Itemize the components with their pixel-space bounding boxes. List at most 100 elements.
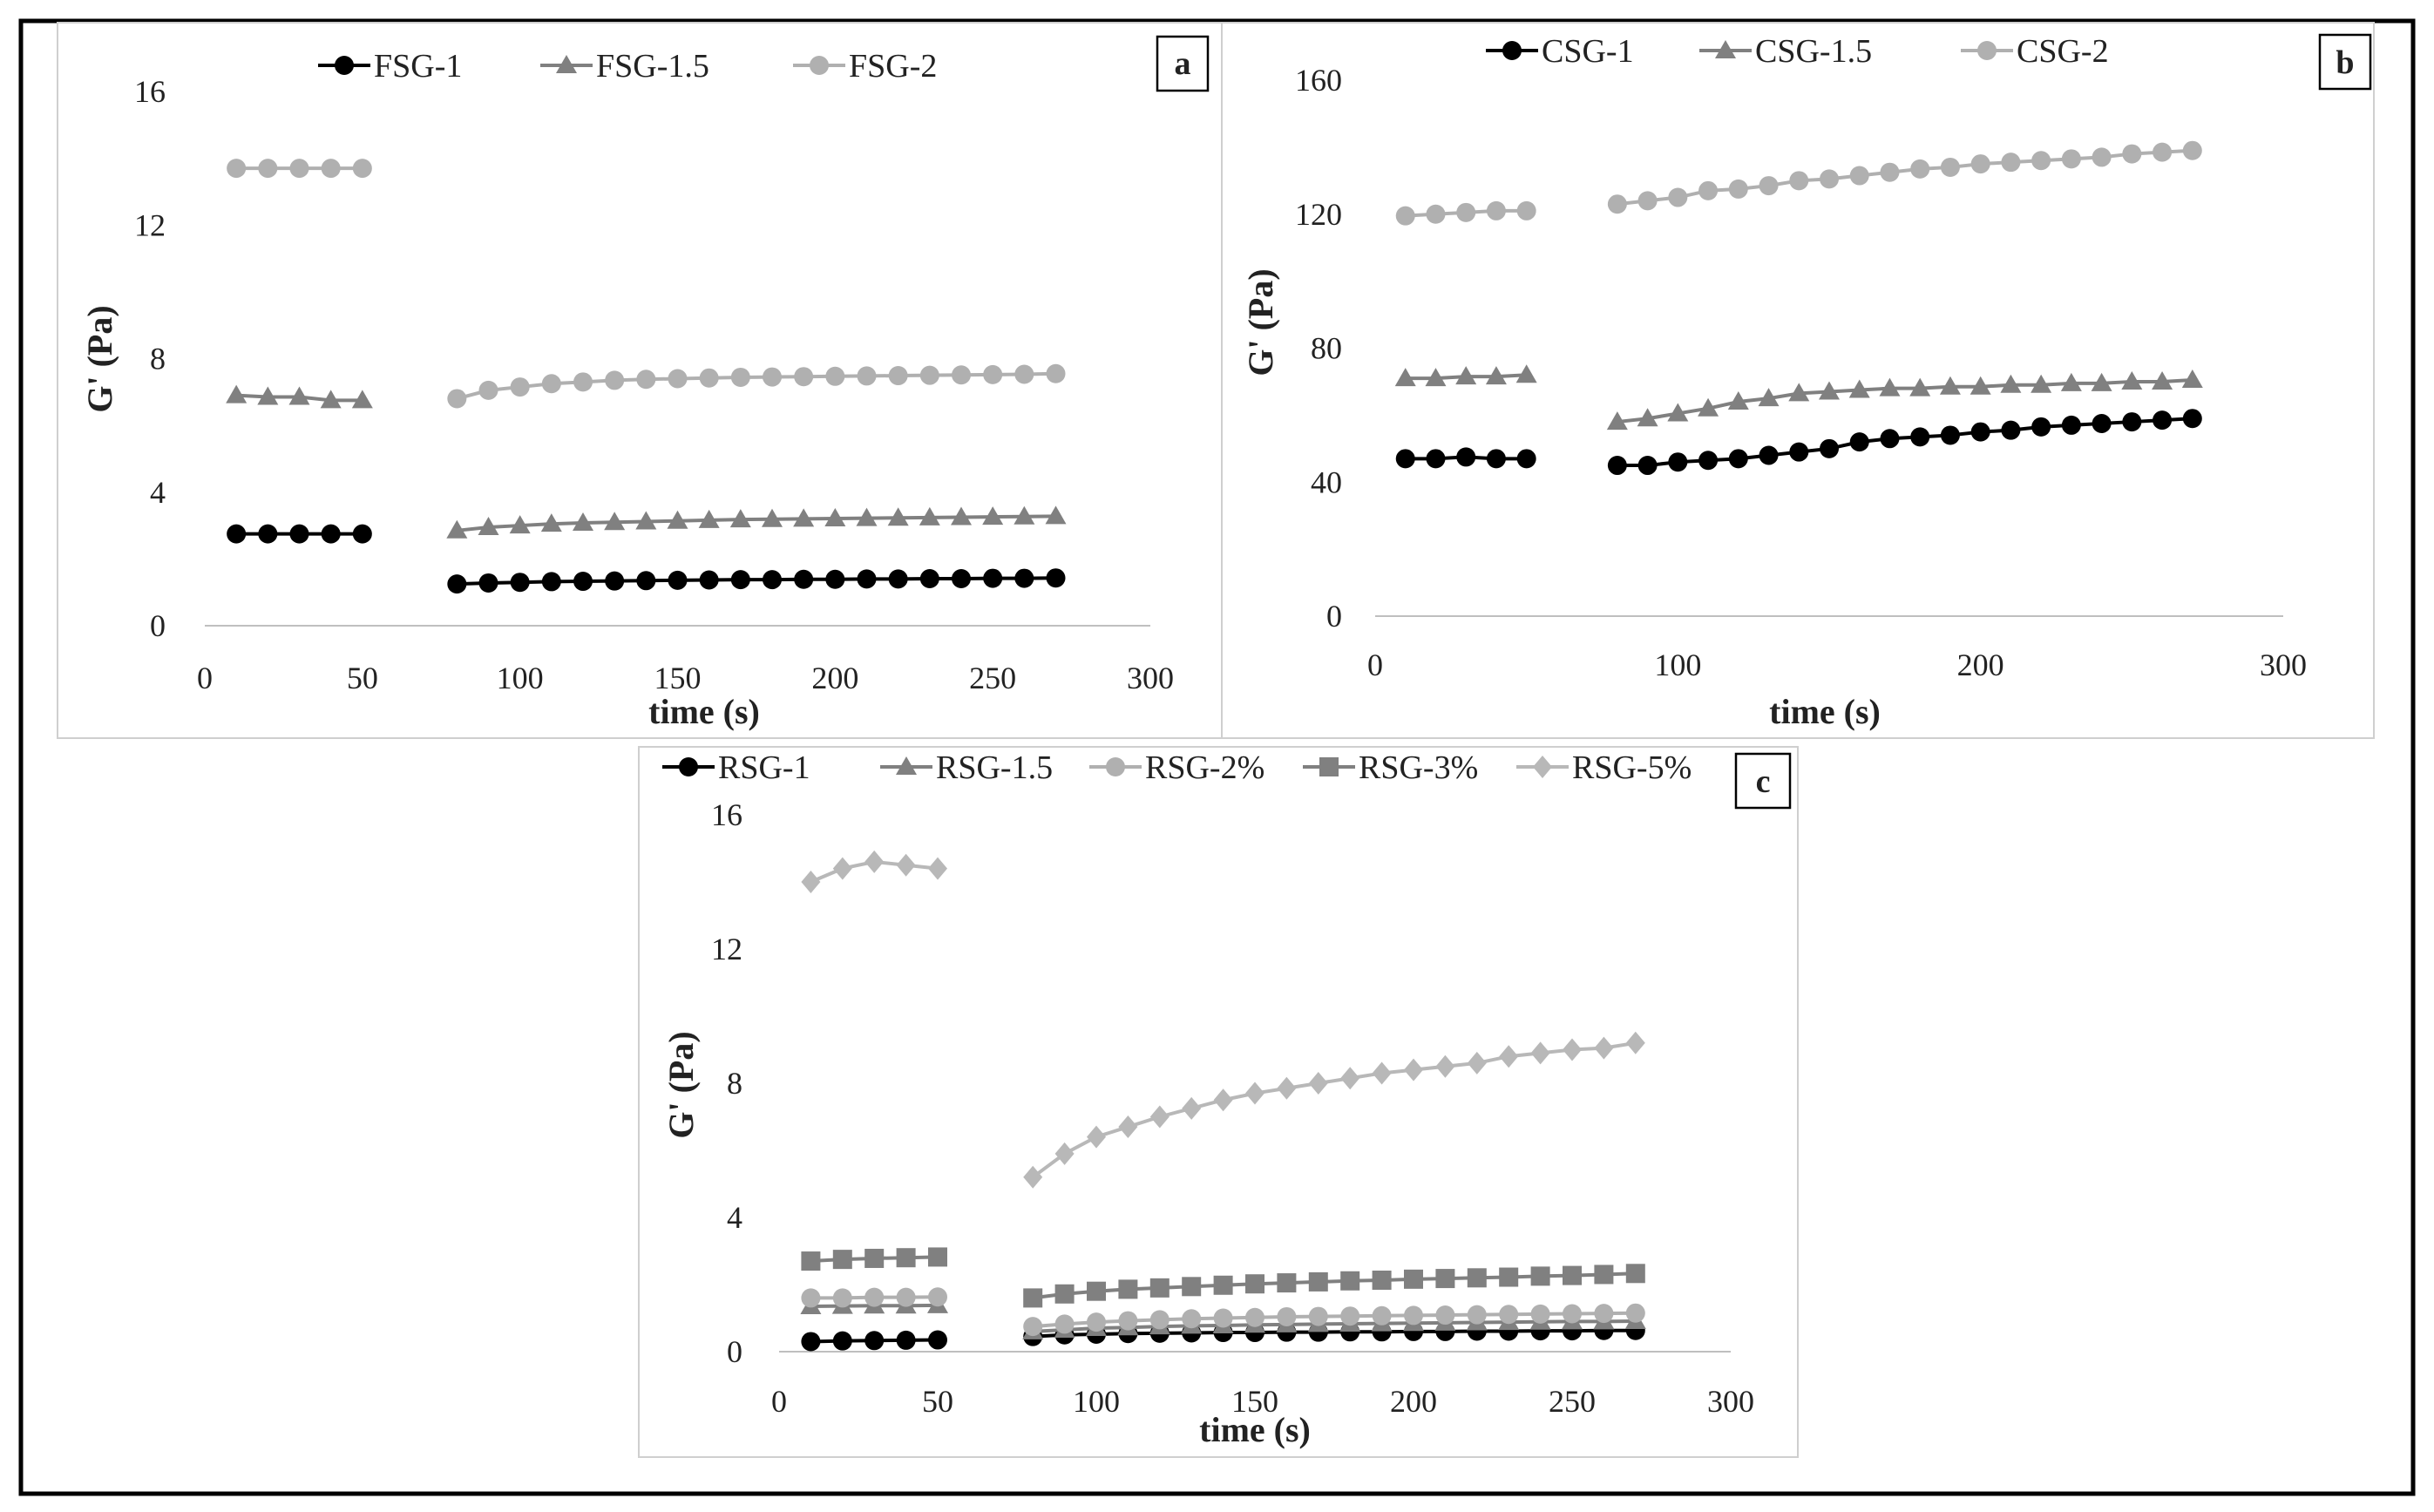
data-point (1698, 451, 1719, 471)
legend-item: RSG-2% (1089, 749, 1264, 786)
data-point (896, 1287, 916, 1307)
data-point (1023, 1317, 1043, 1337)
data-point (321, 524, 341, 544)
y-tick-label: 80 (1311, 331, 1342, 366)
data-point (794, 367, 814, 387)
data-point (1435, 1054, 1455, 1078)
y-tick-labels: 0 4 8 12 16 (711, 797, 742, 1369)
data-point (1087, 1281, 1106, 1301)
data-point (1467, 1051, 1487, 1075)
data-point (635, 511, 657, 530)
legend-marker (896, 756, 917, 775)
x-tick-label: 0 (1367, 648, 1383, 682)
y-tick-label: 16 (711, 797, 742, 832)
data-point (1499, 1045, 1519, 1068)
legend-item: FSG-1 (318, 48, 462, 85)
data-point (824, 508, 846, 527)
data-point (1308, 1271, 1328, 1292)
legend-label: RSG-1 (718, 749, 810, 786)
data-point (801, 1332, 821, 1352)
series-FSG-1.5 (226, 384, 1067, 539)
data-point (1909, 377, 1931, 397)
x-tick-labels: 0 100 200 300 (1367, 648, 2307, 682)
y-tick-label: 40 (1311, 464, 1342, 499)
data-point (1118, 1279, 1138, 1299)
data-point (2122, 412, 2142, 432)
x-tick-label: 150 (654, 661, 702, 695)
legend-item: FSG-2 (793, 48, 937, 85)
data-point (887, 507, 909, 526)
legend-marker (810, 56, 829, 75)
data-point (832, 1331, 852, 1351)
data-point (1245, 1274, 1264, 1294)
legend-item: CSG-2 (1961, 33, 2109, 70)
data-point (1435, 1269, 1455, 1289)
legend-marker (1533, 756, 1552, 778)
y-tick-label: 4 (150, 475, 166, 510)
y-tick-label: 4 (727, 1200, 742, 1235)
series-RSG-2% (801, 1287, 1645, 1337)
data-point (2031, 151, 2051, 171)
data-point (1820, 438, 1839, 458)
x-tick-label: 0 (771, 1384, 787, 1419)
data-point (698, 509, 720, 528)
y-axis-title: G' (Pa) (1241, 268, 1280, 376)
legend-item: RSG-1.5 (880, 749, 1053, 786)
data-point (668, 570, 688, 590)
data-point (352, 524, 372, 544)
legend-item: RSG-5% (1516, 749, 1692, 786)
data-point (1759, 176, 1779, 196)
data-point (1849, 166, 1869, 186)
data-point (763, 367, 782, 387)
data-point (257, 386, 279, 405)
data-point (952, 365, 971, 385)
data-point (1667, 403, 1689, 422)
legend-item: FSG-1.5 (540, 48, 709, 85)
data-point (1606, 411, 1628, 431)
legend-marker (556, 55, 577, 73)
data-point (1087, 1125, 1106, 1149)
data-point (1372, 1270, 1392, 1290)
legend-marker (1106, 757, 1125, 776)
data-point (1880, 429, 1900, 449)
x-tick-label: 50 (347, 661, 378, 695)
x-tick-label: 300 (2260, 648, 2307, 682)
legend-marker (335, 56, 354, 75)
data-point (1149, 1278, 1170, 1298)
data-point (928, 857, 947, 880)
data-point (1213, 1308, 1233, 1328)
legend-label: RSG-3% (1359, 749, 1478, 786)
legend-marker (1502, 41, 1522, 60)
data-point (227, 159, 247, 179)
data-point (289, 159, 309, 179)
data-point (1054, 1314, 1075, 1334)
data-point (1607, 456, 1627, 476)
legend-marker (1319, 757, 1339, 776)
data-point (801, 1288, 821, 1308)
y-tick-label: 160 (1295, 63, 1342, 98)
series-FSG-1 (227, 524, 1066, 594)
chart-panel-b: 0 40 80 120 160 0 100 200 300 CSG-1 CSG-1.5 CSG-2… (1241, 33, 2372, 731)
data-point (320, 390, 342, 409)
legend-item: CSG-1.5 (1699, 33, 1872, 70)
data-point (857, 569, 877, 589)
data-point (794, 569, 814, 589)
data-point (1698, 180, 1719, 200)
y-tick-label: 8 (727, 1066, 742, 1101)
series-FSG-2 (227, 159, 1066, 409)
data-point (1213, 1275, 1233, 1295)
data-point (1880, 162, 1900, 182)
data-point (1625, 1031, 1645, 1054)
plot-area (1394, 140, 2203, 476)
data-point (1395, 206, 1415, 226)
series-CSG-2 (1395, 140, 2202, 226)
legend: RSG-1 RSG-1.5 RSG-2% RSG-3% RSG-5% (662, 749, 1692, 786)
data-point (447, 389, 467, 409)
data-point (1594, 1265, 1614, 1285)
data-point (541, 374, 561, 394)
data-point (1404, 1305, 1423, 1326)
data-point (1014, 505, 1035, 525)
data-point (1970, 422, 1990, 442)
data-point (2060, 372, 2082, 391)
